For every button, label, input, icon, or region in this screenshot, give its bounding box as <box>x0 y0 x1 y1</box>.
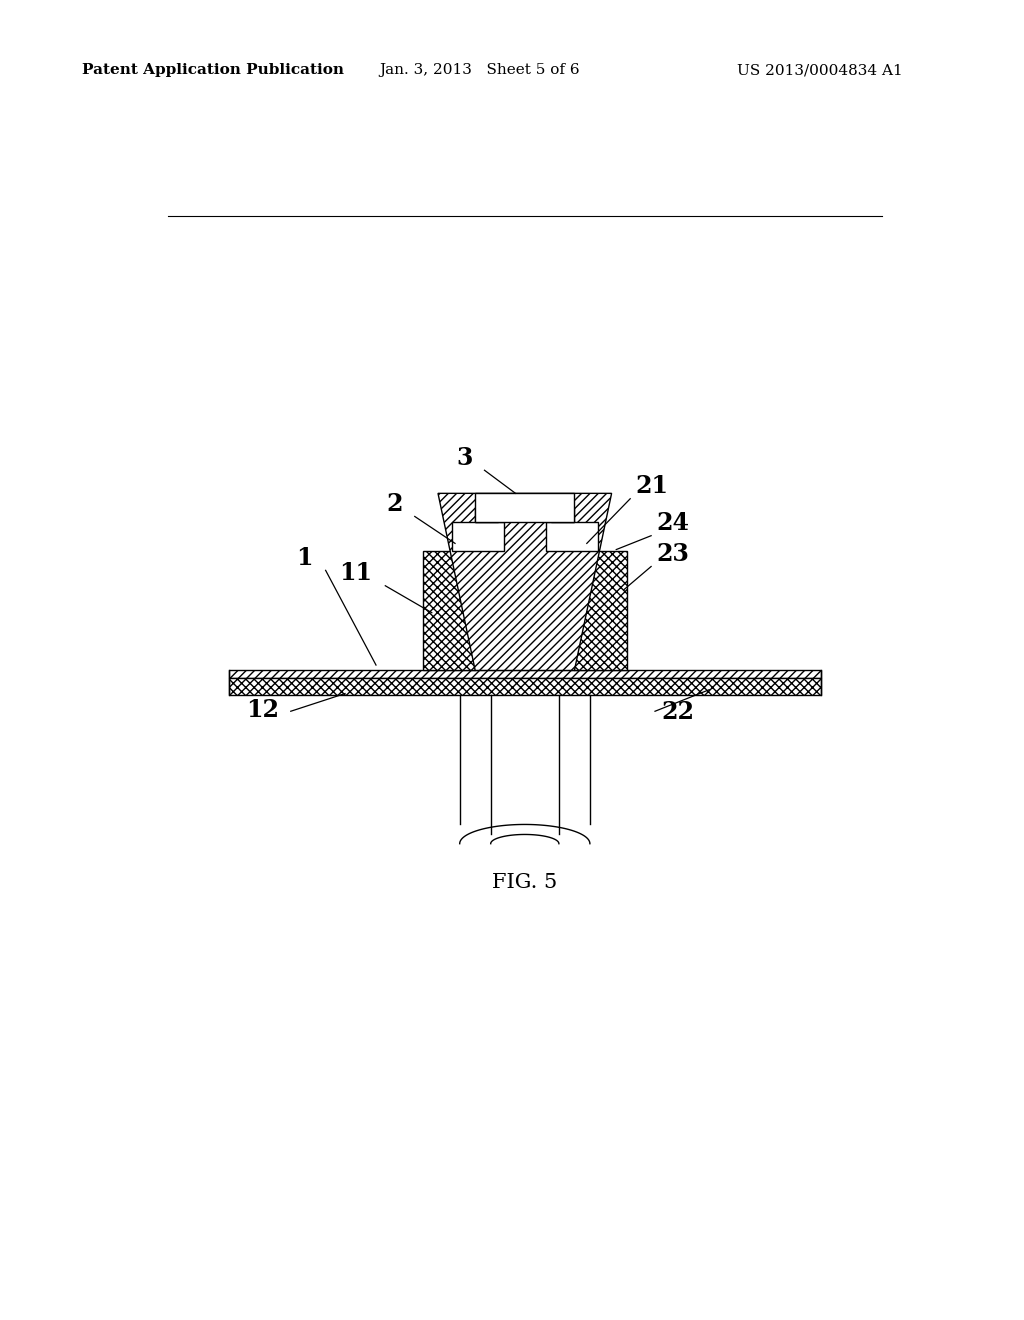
Polygon shape <box>438 494 611 671</box>
Text: 11: 11 <box>339 561 372 585</box>
Bar <box>475 494 574 521</box>
Text: 12: 12 <box>246 698 280 722</box>
Text: Patent Application Publication: Patent Application Publication <box>82 63 344 78</box>
Bar <box>423 552 475 671</box>
Text: US 2013/0004834 A1: US 2013/0004834 A1 <box>737 63 903 78</box>
Text: FIG. 5: FIG. 5 <box>493 873 557 892</box>
Bar <box>228 678 821 696</box>
Bar <box>228 671 821 678</box>
Text: 1: 1 <box>296 546 312 570</box>
Bar <box>551 508 574 521</box>
Bar <box>546 521 598 552</box>
Text: 24: 24 <box>656 511 689 536</box>
Bar <box>475 508 499 521</box>
Bar <box>574 552 627 671</box>
Bar <box>452 521 504 552</box>
Text: Jan. 3, 2013   Sheet 5 of 6: Jan. 3, 2013 Sheet 5 of 6 <box>379 63 580 78</box>
Bar <box>460 696 490 843</box>
Bar <box>559 696 590 843</box>
Text: 2: 2 <box>387 492 403 516</box>
Text: 3: 3 <box>457 446 473 470</box>
Text: 21: 21 <box>636 474 669 499</box>
Text: 23: 23 <box>656 543 689 566</box>
Text: 22: 22 <box>662 700 694 723</box>
